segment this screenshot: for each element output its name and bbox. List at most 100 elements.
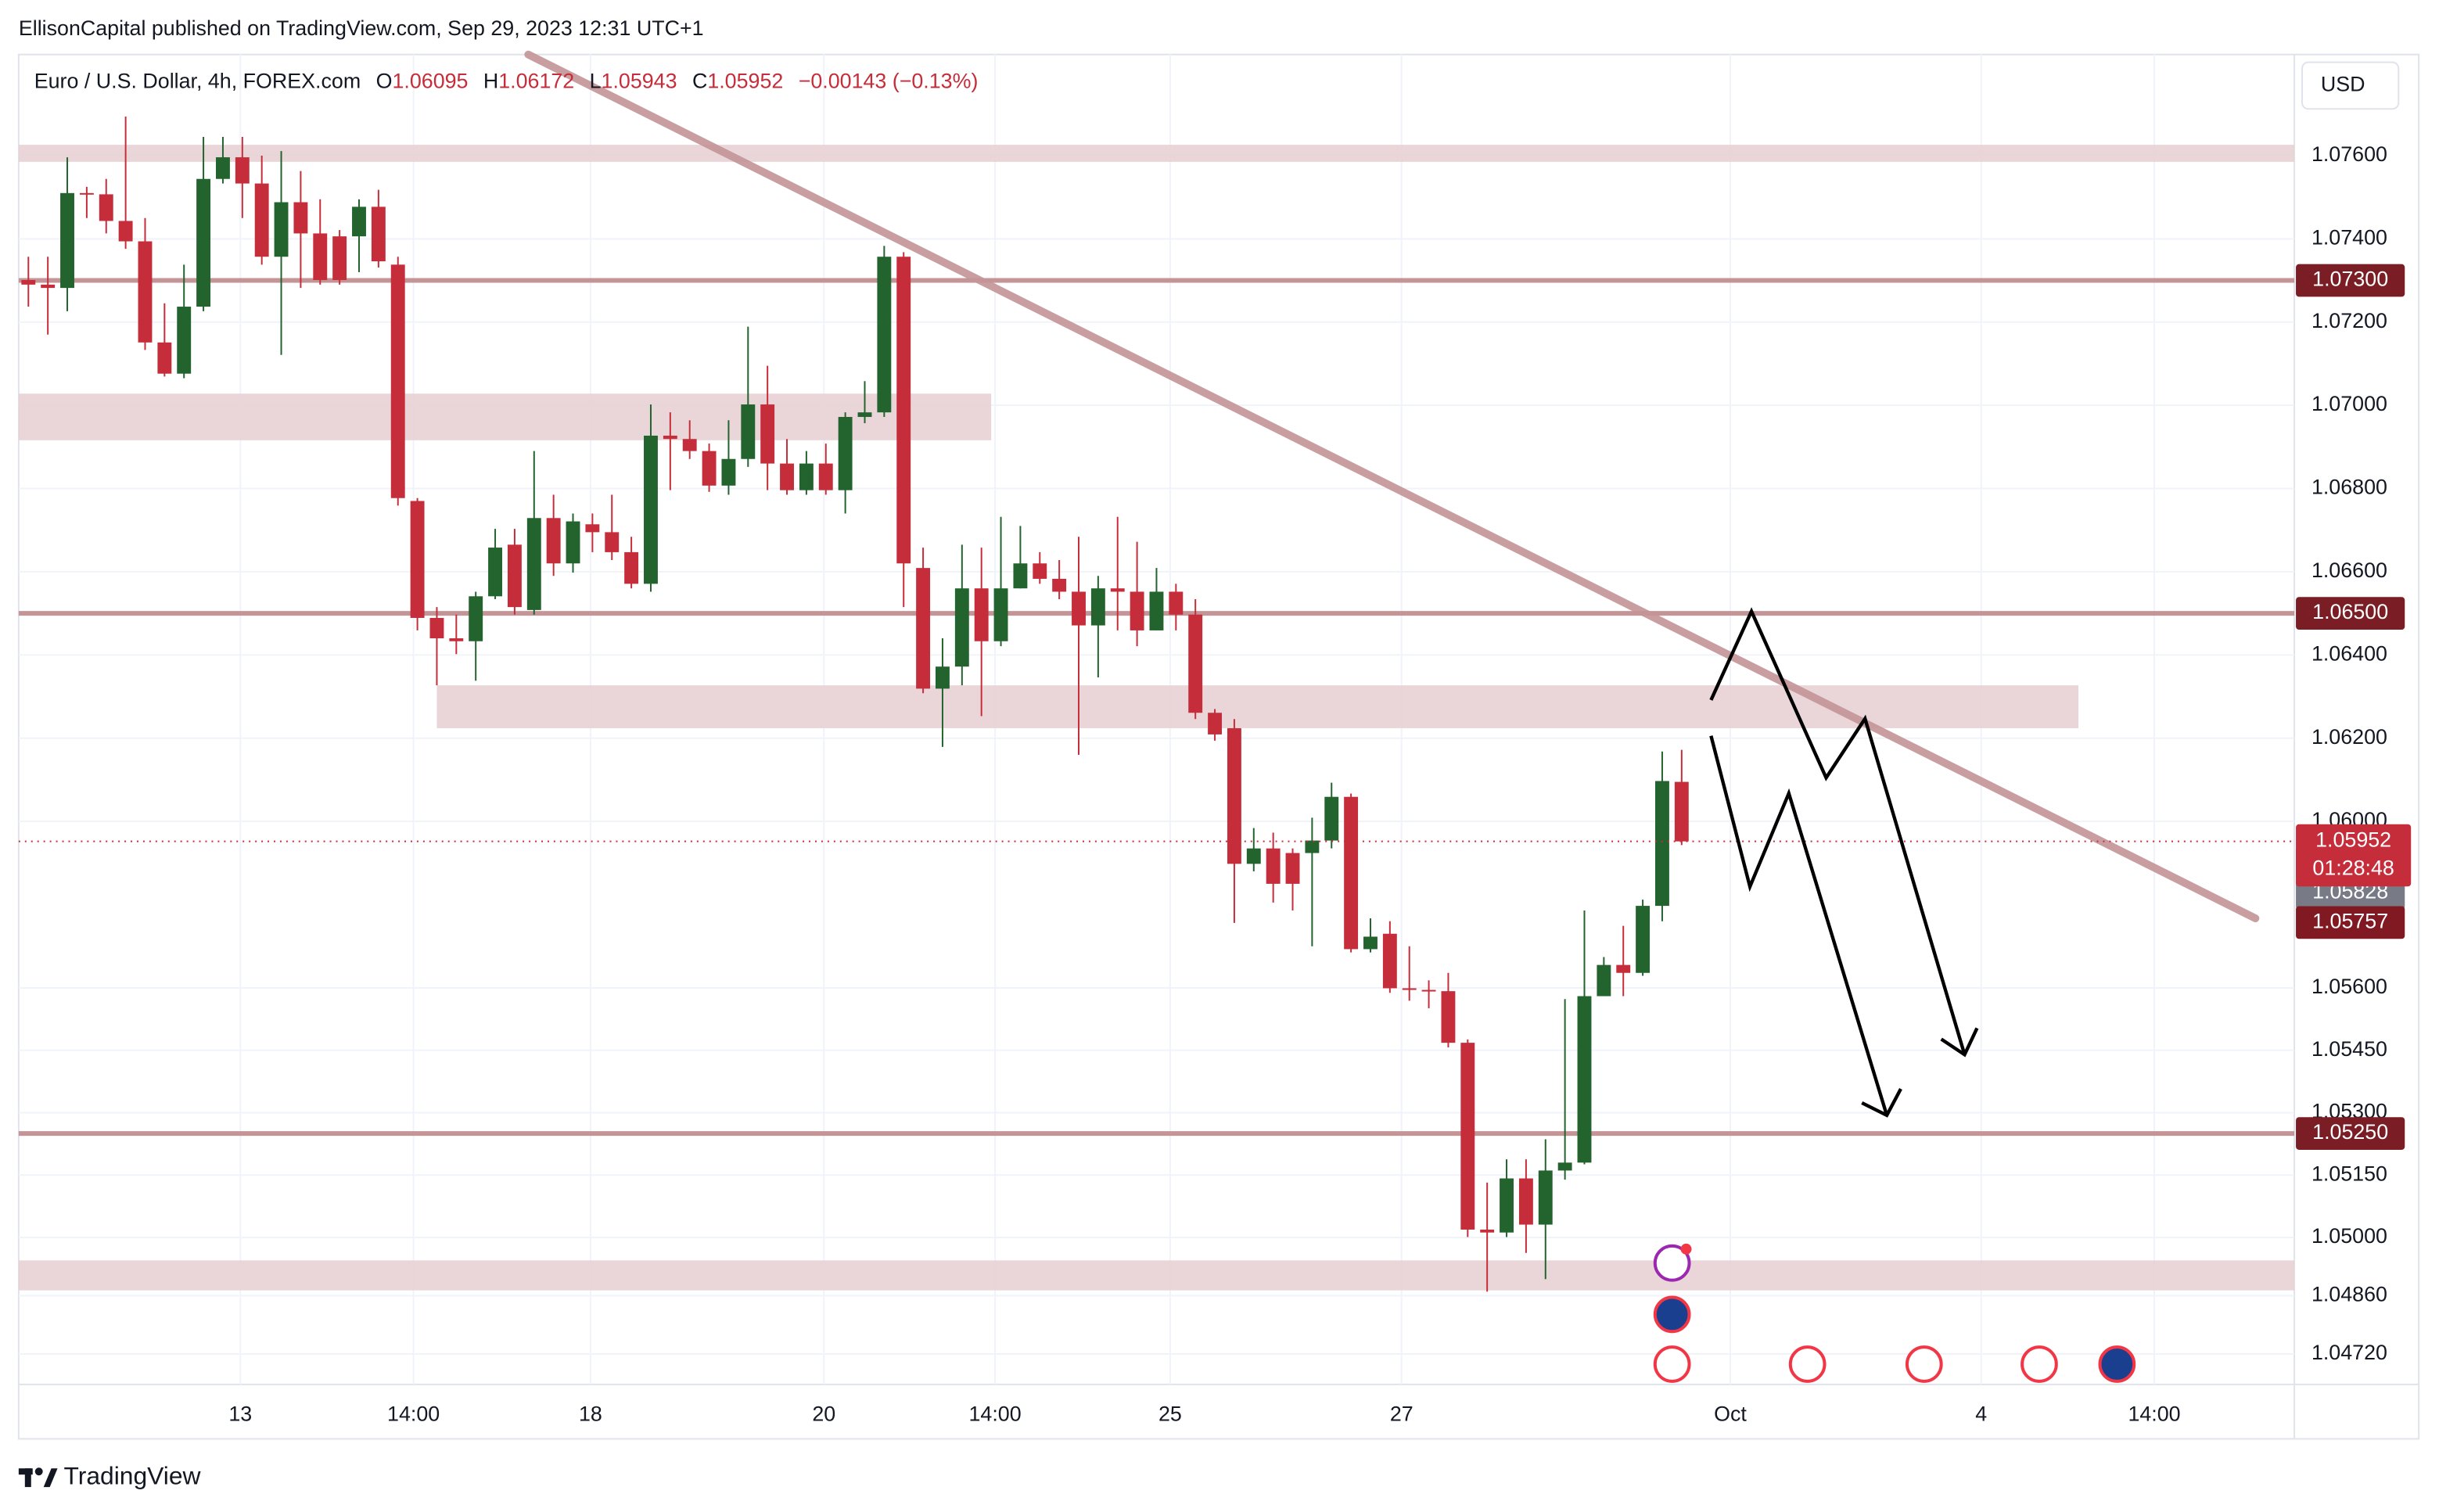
candle-body <box>1655 781 1669 907</box>
candle-body <box>371 207 386 262</box>
candle-body <box>526 518 541 610</box>
ohlc-value: 1.05952 <box>707 70 783 93</box>
candle-body <box>21 280 36 285</box>
candle-body <box>546 518 561 564</box>
frame <box>17 53 2420 1440</box>
candle-body <box>293 202 308 234</box>
arrow-head <box>1940 1027 1979 1058</box>
candle-body <box>1636 906 1651 973</box>
trendline <box>524 50 2260 923</box>
candle-body <box>585 524 600 533</box>
level-label-box <box>2296 1117 2405 1150</box>
candle-body <box>936 666 950 689</box>
event-icon <box>2098 1345 2136 1383</box>
byline: EllisonCapital published on TradingView.… <box>19 16 704 40</box>
candle-body <box>449 638 464 641</box>
x-tick-label: Oct <box>1714 1402 1747 1426</box>
level-label: 1.07300 <box>2312 268 2388 291</box>
candle-body <box>954 588 969 667</box>
y-tick-label: 1.05000 <box>2311 1224 2387 1248</box>
candle-body <box>352 207 366 237</box>
candle-body <box>1363 936 1378 950</box>
candle-body <box>916 568 931 689</box>
arrow <box>1709 735 1889 1116</box>
event-dot <box>1680 1243 1692 1255</box>
level-label: 1.05250 <box>2312 1120 2388 1144</box>
candle-body <box>1441 991 1456 1043</box>
candle-body <box>1557 1162 1572 1171</box>
candle-body <box>1090 588 1105 626</box>
x-tick-label: 14:00 <box>969 1402 1022 1426</box>
candle-body <box>974 588 989 641</box>
y-tick-label: 1.06400 <box>2311 641 2387 665</box>
candle-body <box>644 435 658 584</box>
candle-body <box>1072 591 1086 626</box>
y-tick-label: 1.07400 <box>2311 225 2387 249</box>
candle-body <box>1616 964 1631 973</box>
candle-body <box>215 157 230 179</box>
y-tick-label: 1.07200 <box>2311 309 2387 332</box>
ohlc-label: H <box>483 70 498 93</box>
candle-body <box>702 451 717 486</box>
candle-body <box>1500 1178 1514 1233</box>
candle-body <box>1013 563 1028 589</box>
candle-body <box>1480 1229 1495 1233</box>
arrow <box>1709 607 1967 1055</box>
candle-body <box>682 439 697 451</box>
candle-body <box>1033 563 1047 579</box>
candle-body <box>1344 796 1359 950</box>
price-marker-box <box>2296 906 2405 939</box>
candle-body <box>1518 1178 1533 1225</box>
y-tick-label: 1.06800 <box>2311 476 2387 499</box>
x-tick-label: 27 <box>1390 1402 1413 1426</box>
change: −0.00143 (−0.13%) <box>799 70 979 93</box>
y-tick-label: 1.07600 <box>2311 142 2387 166</box>
candle-body <box>99 194 113 221</box>
candle-body <box>760 404 775 464</box>
candle-body <box>332 236 347 281</box>
ohlc-value: 1.05943 <box>602 70 677 93</box>
candle-body <box>157 342 172 374</box>
currency: USD <box>2321 73 2365 96</box>
y-tick-label: 1.06200 <box>2311 725 2387 749</box>
candle-body <box>429 617 444 639</box>
candle-body <box>1208 713 1223 734</box>
candle-body <box>663 435 677 440</box>
candle-body <box>254 183 269 257</box>
candle-body <box>235 157 250 184</box>
candle-body <box>1382 933 1397 989</box>
candle-body <box>1246 848 1261 864</box>
candle-body <box>79 192 94 195</box>
candle-body <box>818 463 833 490</box>
candle-body <box>313 233 328 281</box>
candle-body <box>1188 614 1203 713</box>
plot: 13 14:00 18 20 14:00 25 27 Oct 4 14:00 1.07600 1.07… <box>18 50 2412 1426</box>
candle-body <box>390 264 405 498</box>
brand: TradingView <box>64 1462 202 1490</box>
y-tick-label: 1.05600 <box>2311 975 2387 998</box>
ohlc-label: C <box>692 70 707 93</box>
candle-body <box>1305 840 1320 853</box>
candle-body <box>1460 1043 1475 1230</box>
zone <box>18 393 992 440</box>
event-icons <box>1653 1243 2136 1383</box>
ohlc-label: O <box>376 70 393 93</box>
x-tick-label: 14:00 <box>2128 1402 2180 1426</box>
candle-body <box>469 596 483 641</box>
y-tick-label: 1.05450 <box>2311 1037 2387 1061</box>
y-tick-label: 1.05150 <box>2311 1162 2387 1185</box>
candle-body <box>896 257 911 564</box>
candle-body <box>721 458 736 486</box>
candle-body <box>1227 727 1241 864</box>
candle-body <box>118 221 133 242</box>
candle-body <box>605 532 620 552</box>
currency-box[interactable] <box>2301 61 2400 110</box>
x-tick-label: 13 <box>228 1402 252 1426</box>
x-tick-label: 14:00 <box>387 1402 440 1426</box>
brand-logo <box>18 1467 58 1488</box>
y-tick-label: 1.04720 <box>2311 1341 2387 1364</box>
logo-part <box>34 1467 43 1476</box>
candle-body <box>1402 988 1417 990</box>
candle-body <box>1052 578 1067 592</box>
